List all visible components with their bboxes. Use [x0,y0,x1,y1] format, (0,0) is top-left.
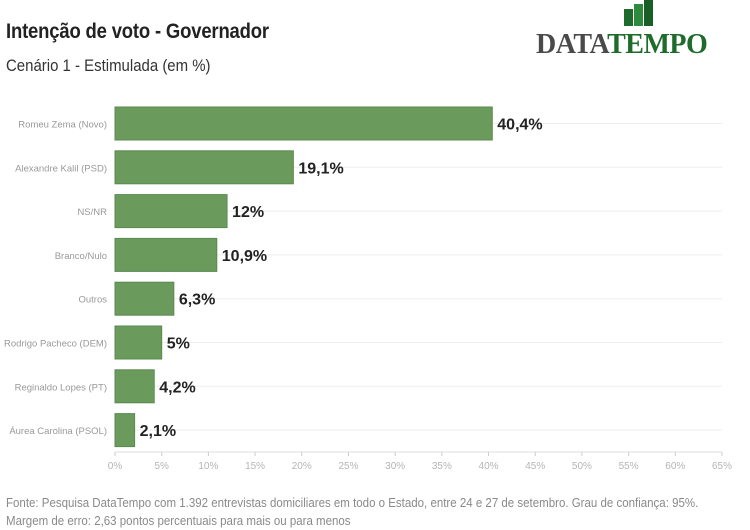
x-tick-label: 45% [525,461,545,472]
bar [114,237,218,272]
value-label: 5% [167,336,190,353]
bar [114,194,228,229]
value-label: 19,1% [298,160,343,177]
category-label: Rodrigo Pacheco (DEM) [4,339,107,350]
bar [114,281,175,316]
logo-text-tempo: TEMPO [607,29,708,60]
category-label: Reginaldo Lopes (PT) [15,382,107,393]
value-label: 6,3% [179,292,215,309]
value-label: 2,1% [140,423,176,440]
bar [114,413,136,448]
category-label: Outros [78,295,107,306]
bar [114,325,163,360]
category-label: NS/NR [77,207,107,218]
value-label: 4,2% [159,379,195,396]
x-tick-label: 60% [665,461,685,472]
x-tick-label: 15% [245,461,265,472]
category-label: Branco/Nulo [55,251,107,262]
bar [114,150,294,185]
x-tick-label: 65% [712,461,732,472]
logo-wordmark: DATATEMPO [536,29,708,61]
category-label: Romeu Zema (Novo) [18,120,107,131]
value-label: 40,4% [497,117,542,134]
bar [114,106,493,141]
x-tick-label: 50% [572,461,592,472]
bar-chart: 0% 5% 10% 15% 20% 25% 30% 35% 40% 45% 50% 55% 60% 65%… [4,106,732,472]
value-label: 10,9% [222,248,267,265]
chart-subtitle: Cenário 1 - Estimulada (em %) [6,56,211,75]
value-label: 12% [232,204,264,221]
bar [114,369,155,404]
footer-margin: Margem de erro: 2,63 pontos percentuais … [6,514,351,528]
x-tick-label: 25% [338,461,358,472]
x-tick-label: 0% [108,461,123,472]
logo-text-data: DATA [536,29,608,60]
x-tick-label: 10% [198,461,218,472]
x-tick-label: 35% [432,461,452,472]
category-label: Áurea Carolina (PSOL) [9,426,107,437]
datatempo-logo: DATATEMPO [536,0,742,62]
x-tick-label: 55% [619,461,639,472]
x-tick-label: 5% [154,461,169,472]
chart-title: Intenção de voto - Governador [6,20,269,43]
footer-source: Fonte: Pesquisa DataTempo com 1.392 entr… [6,496,699,510]
x-tick-label: 30% [385,461,405,472]
x-tick-label: 40% [479,461,499,472]
chart-footer: Fonte: Pesquisa DataTempo com 1.392 entr… [6,494,698,530]
bar-chart-logo-icon [624,0,656,26]
x-tick-label: 20% [292,461,312,472]
category-label: Alexandre Kalil (PSD) [15,163,107,174]
